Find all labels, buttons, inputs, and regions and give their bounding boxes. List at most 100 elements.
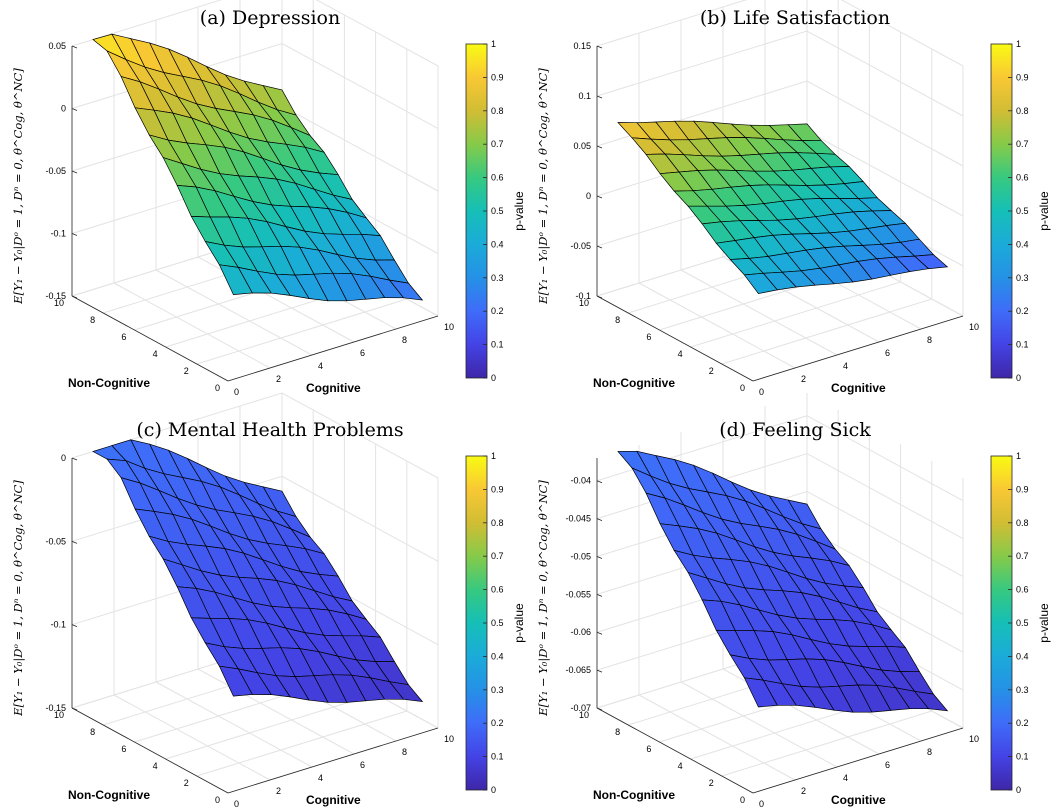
x-tick-label: 0 xyxy=(215,795,220,805)
x-tick-label: 2 xyxy=(709,366,714,376)
surface-mesh xyxy=(617,120,949,294)
x-axis-label: Non-Cognitive xyxy=(593,376,675,390)
x-tick-label: 0 xyxy=(215,383,220,393)
x-tick-label: 10 xyxy=(54,298,64,308)
x-tick-label: 6 xyxy=(646,332,651,342)
y-tick-label: 10 xyxy=(969,322,979,332)
colorbar-tick-label: 0.9 xyxy=(1016,72,1029,82)
x-axis-label: Non-Cognitive xyxy=(68,788,150,802)
z-tick-label: 0.05 xyxy=(48,41,66,51)
colorbar-tick-label: 0.7 xyxy=(491,139,504,149)
y-tick-label: 6 xyxy=(360,348,365,358)
colorbar-tick-label: 0.9 xyxy=(1016,484,1029,494)
z-axis-label: E[Y₁ − Y₀|Dᵒ = 1, Dⁿ = 0, θ^Cog, θ^NC] xyxy=(536,68,551,305)
colorbar-tick-label: 0.7 xyxy=(1016,551,1029,561)
z-tick-label: -0.045 xyxy=(565,514,591,524)
y-tick-label: 10 xyxy=(969,734,979,744)
x-tick-label: 0 xyxy=(740,383,745,393)
y-tick-label: 2 xyxy=(276,374,281,384)
grid-line xyxy=(155,269,313,356)
x-tick-label: 6 xyxy=(121,744,126,754)
colorbar-tick-label: 0.8 xyxy=(491,518,504,528)
z-tick xyxy=(71,457,78,461)
z-tick xyxy=(596,45,603,49)
x-tick-label: 2 xyxy=(709,778,714,788)
x-tick-label: 2 xyxy=(184,778,189,788)
y-tick-label: 6 xyxy=(885,348,890,358)
grid-line xyxy=(113,282,271,369)
y-tick-label: 2 xyxy=(801,374,806,384)
y-axis-label: Cognitive xyxy=(306,793,361,807)
colorbar-tick-label: 1 xyxy=(491,451,496,461)
y-axis-label: Cognitive xyxy=(831,381,886,395)
z-tick-label: 0 xyxy=(61,453,66,463)
z-tick xyxy=(596,556,603,559)
colorbar-tick-label: 0.2 xyxy=(491,718,504,728)
colorbar-tick-label: 0.3 xyxy=(1016,273,1029,283)
colorbar-tick-label: 0 xyxy=(1016,785,1021,795)
y-tick-label: 8 xyxy=(927,335,932,345)
grid-line xyxy=(71,392,439,479)
colorbar-tick-label: 0.8 xyxy=(1016,106,1029,116)
y-axis-label: Cognitive xyxy=(831,793,886,807)
colorbar-label: p-value xyxy=(1037,603,1051,643)
z-tick-label: -0.07 xyxy=(570,703,591,713)
y-tick-label: 4 xyxy=(318,773,323,783)
x-tick-label: 4 xyxy=(153,349,158,359)
y-tick-label: 6 xyxy=(360,760,365,770)
colorbar-label: p-value xyxy=(512,603,526,643)
colorbar-label: p-value xyxy=(512,191,526,231)
y-axis-line xyxy=(227,315,439,382)
grid-line xyxy=(721,710,932,777)
y-tick-label: 4 xyxy=(843,773,848,783)
colorbar-tick-label: 0.4 xyxy=(491,651,504,661)
colorbar-tick-label: 0.1 xyxy=(1016,752,1029,762)
x-tick-label: 8 xyxy=(90,315,95,325)
z-tick xyxy=(71,624,78,628)
x-tick-label: 8 xyxy=(615,315,620,325)
colorbar-tick-label: 1 xyxy=(1016,451,1021,461)
z-tick xyxy=(596,295,603,299)
colorbar-tick-label: 0.7 xyxy=(1016,139,1029,149)
y-tick-label: 8 xyxy=(402,335,407,345)
x-axis-line xyxy=(596,295,754,382)
grid-line xyxy=(721,298,932,365)
grid-line xyxy=(680,681,838,768)
z-tick-label: 0.05 xyxy=(573,141,591,151)
colorbar-tick-label: 0.1 xyxy=(1016,340,1029,350)
panel-3: -0.15-0.1-0.05002468100246810Non-Cogniti… xyxy=(11,392,526,809)
colorbar-tick-label: 0.6 xyxy=(1016,173,1029,183)
z-tick xyxy=(596,593,603,597)
x-tick-label: 10 xyxy=(54,710,64,720)
z-tick-label: -0.055 xyxy=(565,589,591,599)
z-tick-label: 0.15 xyxy=(573,41,591,51)
colorbar-tick-label: 0.9 xyxy=(491,484,504,494)
colorbar-tick-label: 0 xyxy=(1016,373,1021,383)
z-tick-label: -0.05 xyxy=(45,536,66,546)
colorbar-tick-label: 1 xyxy=(491,39,496,49)
z-tick xyxy=(71,540,78,544)
y-axis-line xyxy=(752,727,964,794)
y-tick-label: 4 xyxy=(318,361,323,371)
x-axis-line xyxy=(596,707,754,794)
x-tick-label: 10 xyxy=(579,710,589,720)
surface-mesh xyxy=(92,33,424,302)
z-tick-label: -0.15 xyxy=(45,291,66,301)
grid-line xyxy=(196,710,407,777)
colorbar-tick-label: 0.1 xyxy=(491,752,504,762)
colorbar-tick-label: 0 xyxy=(491,785,496,795)
colorbar-tick-label: 0.5 xyxy=(491,206,504,216)
colorbar-tick-label: 0.5 xyxy=(491,618,504,628)
grid-line xyxy=(197,668,355,755)
grid-line xyxy=(155,681,313,768)
y-tick-label: 8 xyxy=(402,747,407,757)
surface-cell xyxy=(743,272,778,294)
colorbar-tick-label: 0.4 xyxy=(1016,239,1029,249)
chart-title: (a) Depression xyxy=(200,7,340,29)
z-tick-label: -0.04 xyxy=(570,476,591,486)
colorbar-tick-label: 0.1 xyxy=(491,340,504,350)
chart-title: (d) Feeling Sick xyxy=(719,419,871,441)
grid-line xyxy=(71,0,439,67)
z-tick-label: -0.1 xyxy=(575,291,591,301)
panel-2: -0.1-0.0500.050.10.1502468100246810Non-C… xyxy=(536,0,1051,397)
